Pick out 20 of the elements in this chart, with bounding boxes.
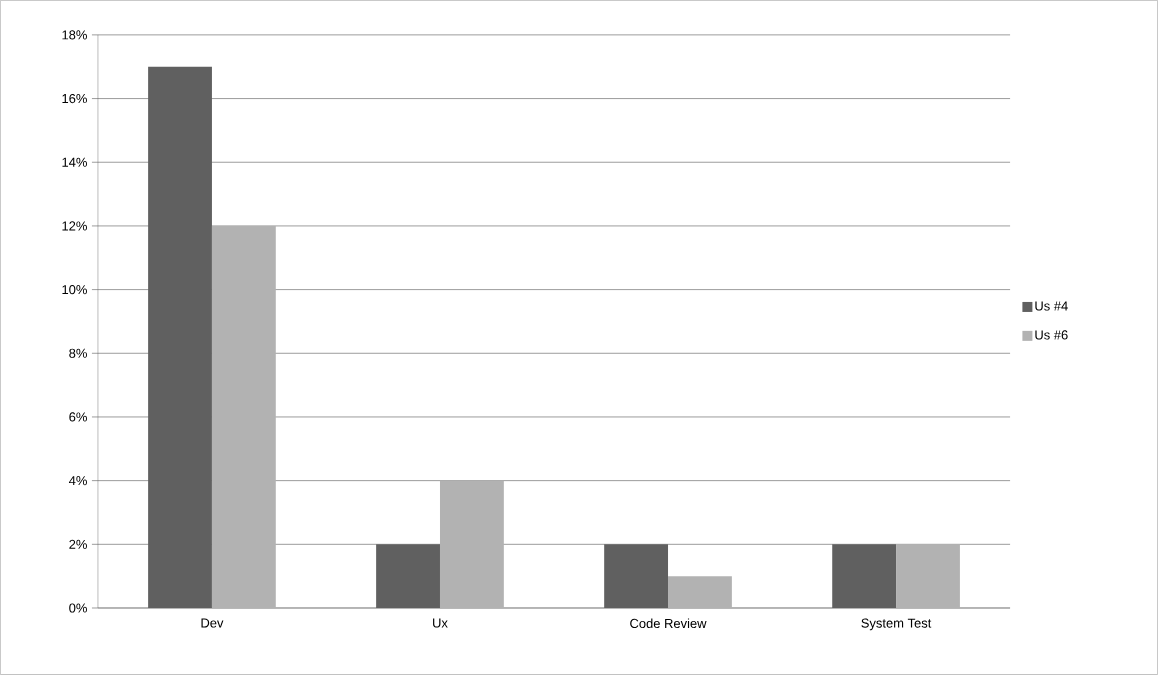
y-tick-label: 18% — [62, 30, 87, 40]
legend-label: Us #6 — [1035, 330, 1068, 340]
legend-label: Us #4 — [1035, 301, 1068, 311]
x-tick-label: Ux — [433, 618, 448, 628]
y-tick-label: 10% — [62, 285, 87, 295]
y-tick-label: 2% — [69, 539, 87, 549]
y-tick-label: 4% — [68, 476, 87, 486]
y-tick-label: 8% — [69, 348, 87, 358]
bar — [211, 225, 276, 609]
y-tick-label: 14% — [62, 157, 87, 167]
y-tick-label: 0% — [69, 603, 87, 613]
y-tick-label: 16% — [62, 94, 87, 104]
y-tick-label: 6% — [69, 412, 87, 422]
x-tick-label: Dev — [201, 618, 224, 628]
x-tick-label: System Test — [861, 618, 932, 631]
y-tick-label: 12% — [62, 221, 87, 231]
bar — [439, 480, 504, 609]
bar — [896, 544, 960, 609]
bar — [668, 576, 732, 609]
x-tick-label: Code Review — [630, 618, 707, 629]
